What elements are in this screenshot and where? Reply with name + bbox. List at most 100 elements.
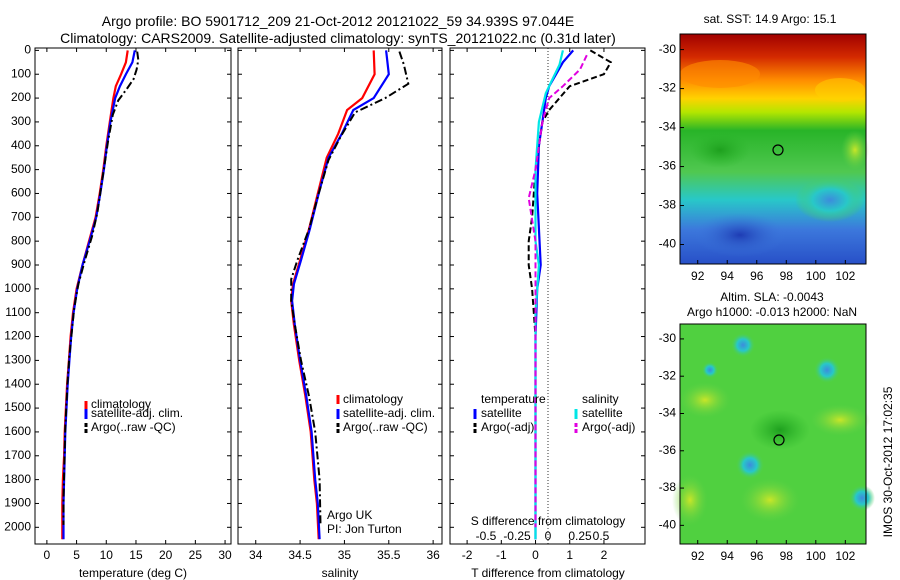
sla-map-title-line1: Altim. SLA: -0.0043: [720, 290, 824, 304]
lon-tick-label: 96: [750, 549, 764, 563]
sla-map: Altim. SLA: -0.0043 Argo h1000: -0.013 h…: [659, 290, 875, 563]
depth-tick-label: 1500: [4, 400, 31, 414]
lat-tick-label: -40: [659, 518, 677, 532]
lat-tick-label: -32: [659, 368, 677, 382]
legend-label-temp-argo: Argo(-adj): [481, 420, 534, 434]
lat-tick-label: -40: [659, 237, 677, 251]
lat-tick-label: -30: [659, 42, 677, 56]
difference-xlabel: T difference from climatology: [471, 566, 625, 580]
lat-tick-label: -36: [659, 443, 677, 457]
sla-eddy: [702, 362, 718, 378]
lon-tick-label: 94: [721, 549, 735, 563]
x-tick-label: 34: [249, 548, 263, 562]
lat-tick-label: -30: [659, 331, 677, 345]
series-line: [527, 54, 588, 528]
annotation-argo-uk: Argo UK: [327, 508, 372, 522]
difference-legend: temperature satellite Argo(-adj) salinit…: [473, 392, 635, 434]
difference-lines: [527, 49, 613, 540]
depth-tick-label: 1800: [4, 472, 31, 486]
lon-tick-label: 92: [691, 269, 705, 283]
x-tick-label: 10: [100, 548, 114, 562]
lat-tick-label: -38: [659, 480, 677, 494]
difference-panel: -2 -1 0 1 2 S difference from climatology -0…: [449, 47, 646, 580]
x-tick-label: -2: [462, 548, 473, 562]
difference-axes-frame: [449, 47, 646, 545]
depth-tick-labels: 0 100 200 300 400 500 600 700 800 900 1000 1100 1200…: [4, 43, 31, 534]
top-tick-label: -0.5: [476, 529, 497, 543]
top-tick-label: -0.25: [503, 529, 531, 543]
lon-tick-label: 100: [806, 549, 826, 563]
sst-lon-ticks: 92 94 96 98 100 102: [691, 260, 856, 283]
salinity-xlabel: salinity: [322, 566, 359, 580]
x-tick-label: 1: [566, 548, 573, 562]
top-axis-label: S difference from climatology: [471, 514, 626, 528]
lon-tick-label: 102: [835, 549, 855, 563]
depth-tick-label: 1200: [4, 329, 31, 343]
sst-warm-patch: [680, 60, 760, 88]
salinity-legend: climatology satellite-adj. clim. Argo(..…: [336, 392, 435, 434]
sla-map-frame: [679, 323, 867, 545]
sla-eddy: [736, 451, 764, 479]
series-line: [61, 50, 129, 540]
depth-tick-label: 1900: [4, 496, 31, 510]
lat-tick-label: -32: [659, 81, 677, 95]
depth-tick-label: 1400: [4, 376, 31, 390]
sst-cyan-patch: [795, 178, 865, 222]
sst-map: sat. SST: 14.9 Argo: 15.1 -30-32-34-36-3…: [659, 12, 869, 283]
sla-lon-ticks: 92 94 96 98 100 102: [691, 540, 856, 563]
depth-tick-label: 1100: [5, 305, 31, 319]
depth-tick-label: 800: [11, 233, 31, 247]
salinity-panel: 34 34.5 35 35.5 36 salinity Argo UK PI: Jon …: [237, 47, 443, 580]
sla-green-patch: [750, 410, 810, 450]
temperature-x-ticks: 0 5 10 15 20 25 30: [44, 48, 232, 562]
imos-timestamp: IMOS 30-Oct-2012 17:02:35: [881, 386, 895, 537]
legend-label-sal-satellite: satellite: [582, 406, 623, 420]
x-tick-label: -1: [496, 548, 507, 562]
temperature-legend: climatology satellite-adj. clim. Argo(..…: [84, 397, 183, 434]
series-line: [290, 51, 410, 525]
depth-tick-label: 900: [11, 257, 31, 271]
sla-yellow-patch: [740, 478, 800, 522]
sla-yellow-patch: [810, 404, 870, 436]
series-line: [62, 51, 140, 525]
depth-tick-label: 200: [11, 90, 31, 104]
top-tick-label: 0.5: [593, 529, 610, 543]
lon-tick-label: 100: [806, 269, 826, 283]
top-tick-label: 0: [545, 529, 552, 543]
annotation-pi: PI: Jon Turton: [327, 522, 402, 536]
figure-title-line2: Climatology: CARS2009. Satellite-adjuste…: [60, 30, 616, 46]
lon-tick-label: 94: [721, 269, 735, 283]
sst-map-title: sat. SST: 14.9 Argo: 15.1: [704, 12, 837, 26]
series-line: [534, 50, 564, 540]
lon-tick-label: 96: [750, 269, 764, 283]
sla-eddy: [731, 333, 755, 357]
depth-tick-label: 1000: [4, 281, 31, 295]
difference-x-ticks: -2 -1 0 1 2: [462, 48, 608, 562]
depth-tick-label: 1700: [4, 448, 31, 462]
depth-tick-label: 600: [11, 186, 31, 200]
legend-label-temp-satellite: satellite: [481, 406, 522, 420]
figure-title-line1: Argo profile: BO 5901712_209 21-Oct-2012…: [102, 13, 574, 29]
legend-label-argo: Argo(..raw -QC): [91, 420, 176, 434]
salinity-x-ticks: 34 34.5 35 35.5 36: [249, 48, 440, 562]
x-tick-label: 35.5: [377, 548, 401, 562]
sla-yellow-patch: [679, 382, 731, 418]
series-line: [527, 49, 613, 528]
depth-tick-label: 300: [11, 114, 31, 128]
legend-label-satellite: satellite-adj. clim.: [343, 406, 435, 420]
temperature-axes-frame: [34, 47, 232, 545]
salinity-axes-frame: [237, 47, 443, 545]
x-tick-label: 15: [129, 548, 143, 562]
argo-location-marker: [773, 434, 785, 446]
depth-tick-label: 0: [24, 43, 31, 57]
legend-heading-salinity: salinity: [582, 392, 619, 406]
x-tick-label: 20: [159, 548, 173, 562]
legend-label-satellite: satellite-adj. clim.: [91, 406, 183, 420]
sst-blue-patch: [695, 213, 785, 257]
lon-tick-label: 98: [780, 269, 794, 283]
sst-green-patch: [690, 132, 750, 168]
lon-tick-label: 98: [780, 549, 794, 563]
legend-label-sal-argo: Argo(-adj): [582, 420, 635, 434]
lat-tick-label: -34: [659, 120, 677, 134]
